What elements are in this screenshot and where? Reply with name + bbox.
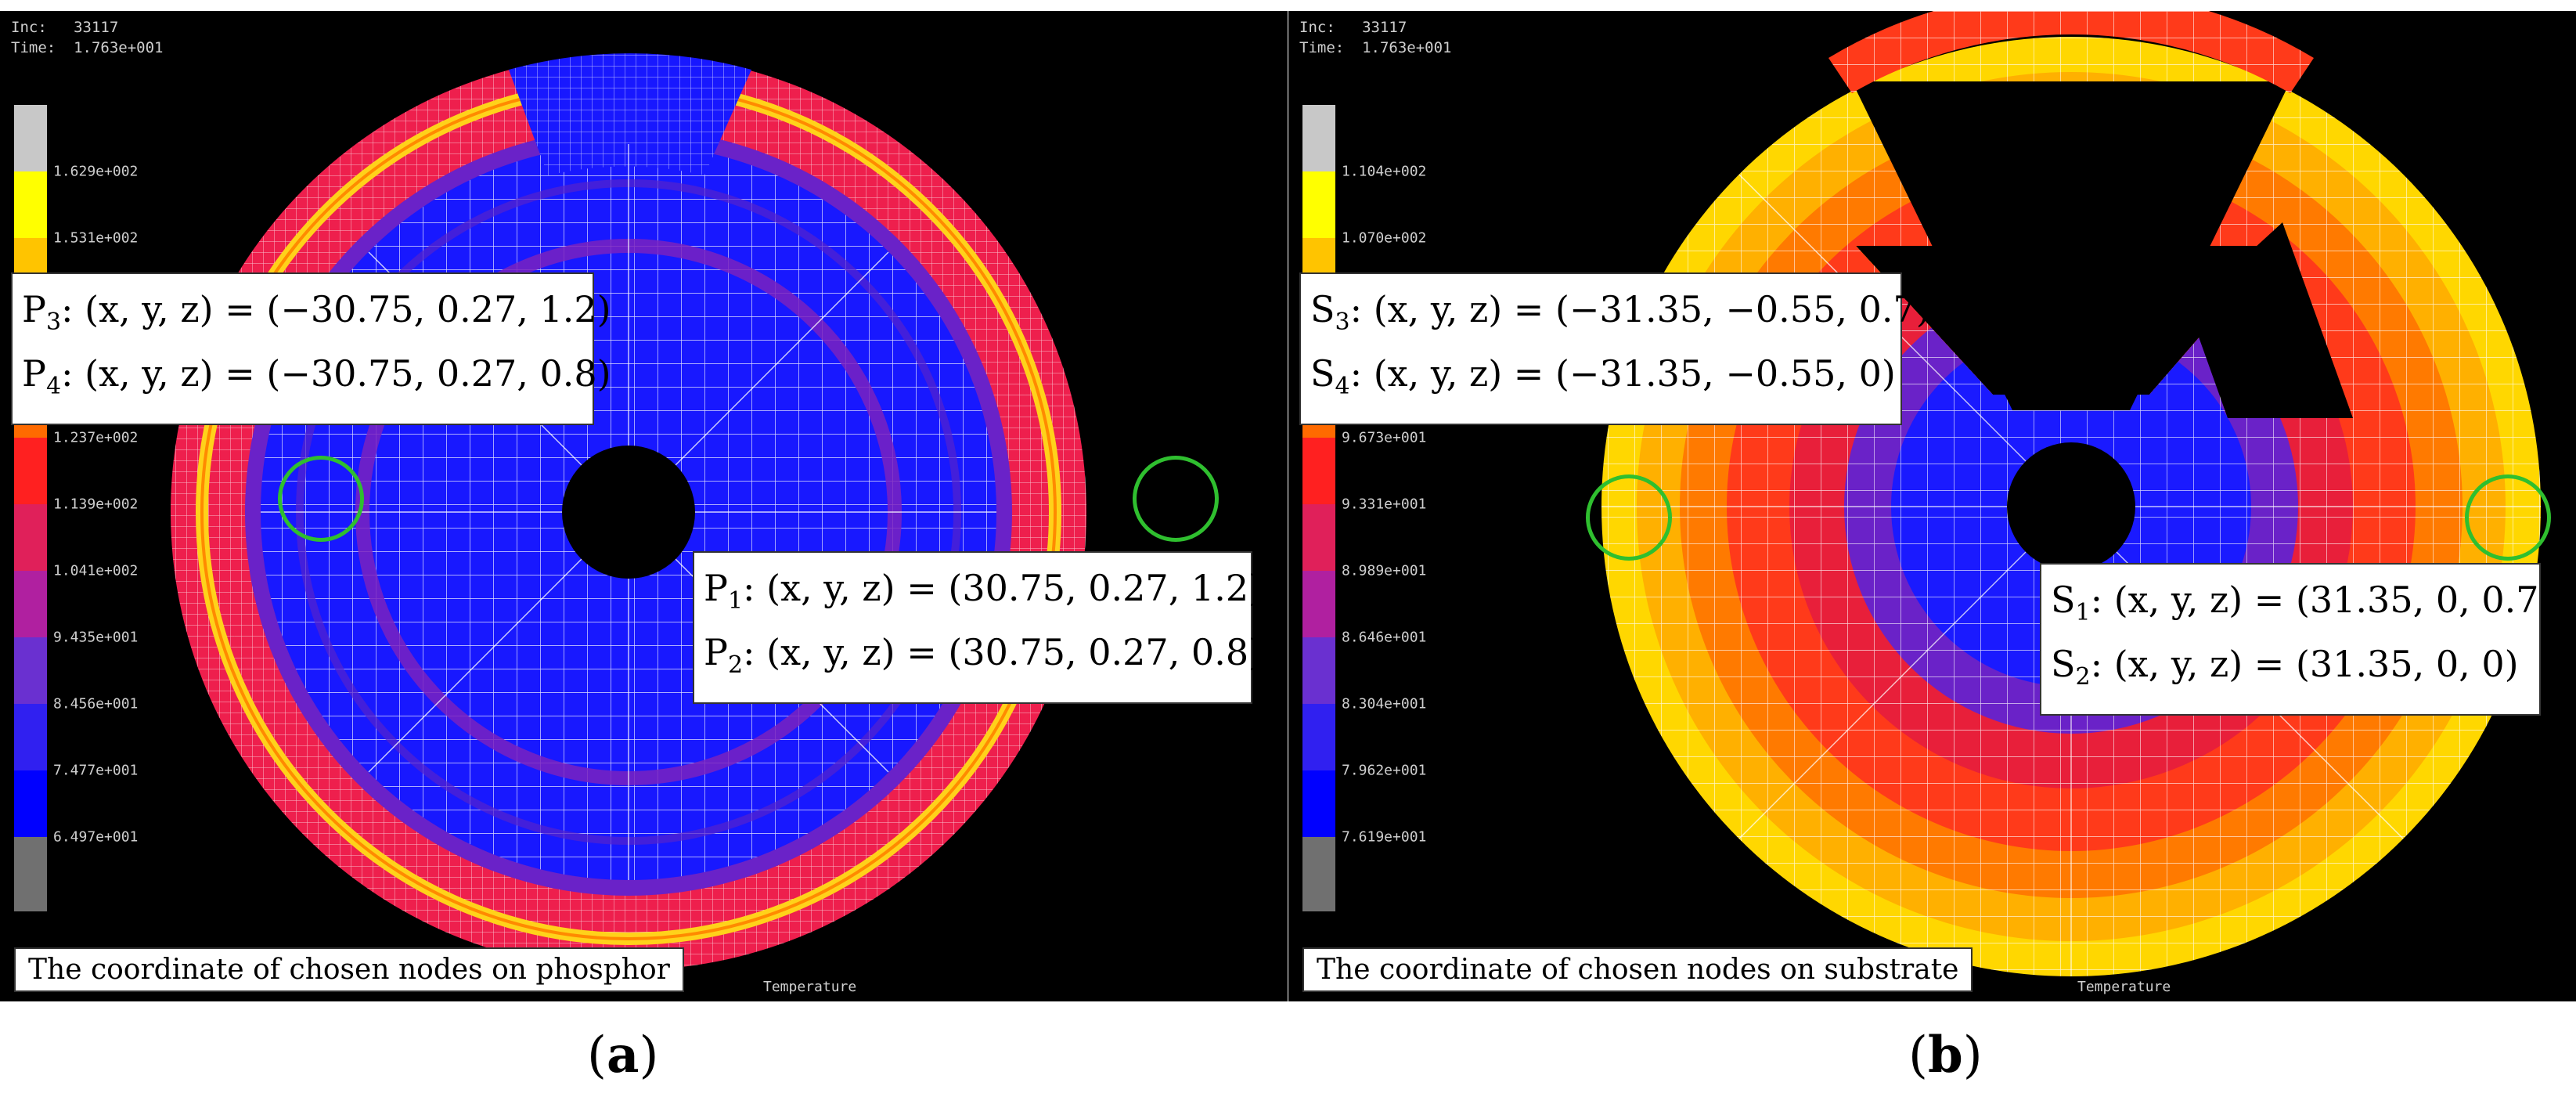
node-marker-circle-right — [2465, 474, 2551, 561]
phosphor-temperature-mesh — [171, 53, 1086, 970]
legend-quantity-label: Temperature — [2077, 979, 2171, 995]
legend-label: 1.237e+002 — [53, 429, 139, 446]
time-line: Time: 1.763e+001 — [1299, 39, 1452, 56]
panel-a-phosphor: Inc: 33117 Time: 1.763e+001 1.629e+002 1… — [0, 11, 1288, 1001]
legend-label: 9.435e+001 — [53, 629, 139, 646]
node-coordinates-box-p1-p2: P1: (x, y, z) = (30.75, 0.27, 1.2) P2: (… — [693, 551, 1263, 704]
panel-label-b: (b) — [1908, 1026, 1983, 1084]
temperature-legend-bar — [14, 105, 47, 911]
inc-line: Inc: 33117 — [11, 19, 119, 36]
legend-label: 8.989e+001 — [1342, 562, 1427, 579]
node-marker-circle-right — [1133, 456, 1219, 542]
legend-label: 1.531e+002 — [53, 229, 139, 247]
legend-label: 7.477e+001 — [53, 762, 139, 779]
legend-label: 1.139e+002 — [53, 496, 139, 513]
panel-b-substrate: Inc: 33117 Time: 1.763e+001 1.104e+002 1… — [1288, 11, 2576, 1001]
panel-caption: The coordinate of chosen nodes on phosph… — [14, 947, 684, 992]
legend-label: 7.962e+001 — [1342, 762, 1427, 779]
panel-caption: The coordinate of chosen nodes on substr… — [1302, 947, 1973, 992]
legend-label: 6.497e+001 — [53, 828, 139, 846]
increment-readout: Inc: 33117 Time: 1.763e+001 — [1299, 17, 1451, 58]
legend-label: 8.646e+001 — [1342, 629, 1427, 646]
node-coordinates-box-p3-p4: P3: (x, y, z) = (−30.75, 0.27, 1.2) P4: … — [11, 272, 611, 425]
legend-label: 8.456e+001 — [53, 695, 139, 713]
legend-label: 7.619e+001 — [1342, 828, 1427, 846]
node-marker-circle-left — [278, 456, 364, 542]
legend-label: 1.629e+002 — [53, 163, 139, 180]
legend-quantity-label: Temperature — [763, 979, 857, 995]
temperature-legend-bar — [1302, 105, 1335, 911]
time-line: Time: 1.763e+001 — [11, 39, 164, 56]
legend-label: 9.331e+001 — [1342, 496, 1427, 513]
increment-readout: Inc: 33117 Time: 1.763e+001 — [11, 17, 163, 58]
inc-line: Inc: 33117 — [1299, 19, 1407, 36]
legend-label: 9.673e+001 — [1342, 429, 1427, 446]
legend-label: 1.070e+002 — [1342, 229, 1427, 247]
panel-label-a: (a) — [587, 1026, 659, 1084]
node-marker-circle-left — [1586, 474, 1672, 561]
node-coordinates-box-s1-s2: S1: (x, y, z) = (31.35, 0, 0.7) S2: (x, … — [2040, 563, 2553, 716]
node-coordinates-box-s3-s4: S3: (x, y, z) = (−31.35, −0.55, 0.7) S4:… — [1299, 272, 1930, 425]
legend-label: 1.041e+002 — [53, 562, 139, 579]
legend-label: 1.104e+002 — [1342, 163, 1427, 180]
legend-label: 8.304e+001 — [1342, 695, 1427, 713]
substrate-temperature-mesh — [1601, 11, 2541, 976]
